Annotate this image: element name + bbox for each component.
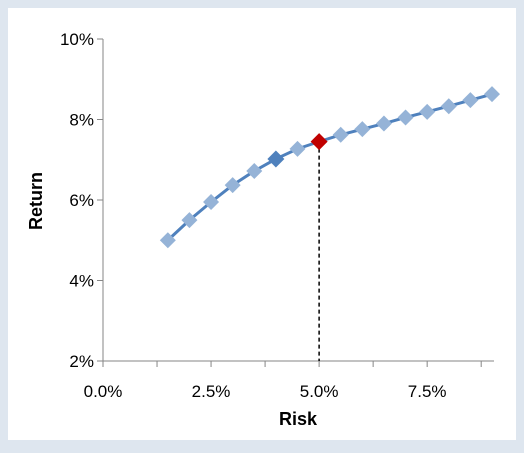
y-tick-label: 10% [60,30,94,49]
x-tick-label: 5.0% [300,382,339,401]
series-line [166,92,493,242]
x-tick-label: 0.0% [84,382,123,401]
highlighted-point-marker [310,133,328,151]
data-point-marker [397,109,414,126]
data-point-marker [419,103,436,120]
y-tick-label: 4% [69,272,94,291]
data-point-marker [375,115,392,132]
x-tick-label: 7.5% [408,382,447,401]
data-point-marker [203,194,220,211]
data-point-marker [224,177,241,194]
data-point-marker [462,92,479,109]
highlighted-point-marker [267,150,285,168]
y-axis-title: Return [26,172,46,230]
y-tick-label: 8% [69,111,94,130]
x-tick-label: 2.5% [192,382,231,401]
data-point-marker [159,232,176,249]
data-point-marker [332,126,349,143]
data-point-marker [289,140,306,157]
plot-area [8,8,516,440]
data-point-marker [354,121,371,138]
data-point-marker [440,98,457,115]
y-tick-label: 6% [69,191,94,210]
x-axis-title: Risk [279,409,318,429]
y-tick-label: 2% [69,352,94,371]
axes: 2% 4% 6% 8% 10% 0.0% 2.5% 5.0% 7.5% [60,30,494,401]
highlighted-points [267,133,328,168]
data-point-marker [484,86,500,103]
data-point-marker [246,163,263,180]
data-point-marker [181,212,198,229]
